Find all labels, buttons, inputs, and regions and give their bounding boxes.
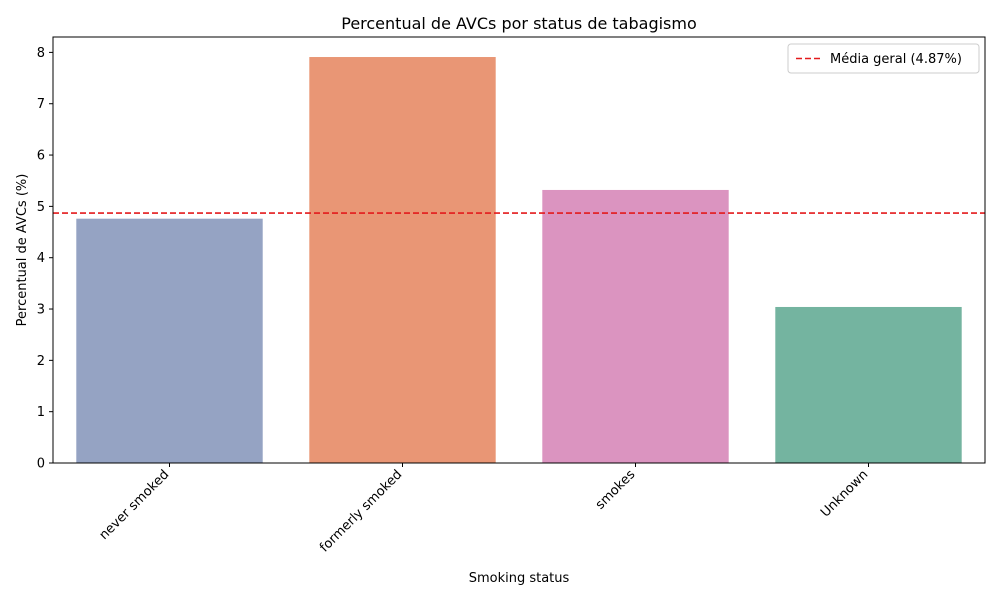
legend-label: Média geral (4.87%) bbox=[830, 52, 962, 67]
y-tick-label: 4 bbox=[37, 251, 45, 266]
plot-frame bbox=[52, 36, 986, 464]
y-tick-label: 3 bbox=[37, 303, 45, 318]
y-tick-label: 5 bbox=[37, 200, 45, 215]
legend: Média geral (4.87%) bbox=[787, 43, 980, 74]
y-tick-label: 7 bbox=[37, 97, 45, 112]
y-tick-label: 6 bbox=[37, 149, 45, 164]
x-tick-label: formerly smoked bbox=[317, 467, 405, 555]
x-tick-label: Unknown bbox=[818, 467, 871, 520]
x-axis-label: Smoking status bbox=[469, 571, 570, 586]
x-tick-label: smokes bbox=[593, 467, 639, 513]
y-axis-label: Percentual de AVCs (%) bbox=[15, 174, 30, 327]
y-tick-label: 2 bbox=[37, 354, 45, 369]
plot-area: 0 1 2 3 4 5 6 7 8 never smoked formerly smoked smok… bbox=[37, 36, 986, 555]
bar-smokes bbox=[542, 189, 729, 463]
y-tick-label: 8 bbox=[37, 46, 45, 61]
chart-title: Percentual de AVCs por status de tabagis… bbox=[341, 14, 697, 33]
y-tick-label: 1 bbox=[37, 405, 45, 420]
x-tick-label: never smoked bbox=[97, 467, 173, 543]
bar-never-smoked bbox=[76, 218, 263, 463]
bar-unknown bbox=[775, 306, 962, 463]
bar-formerly-smoked bbox=[309, 57, 496, 463]
y-tick-label: 0 bbox=[37, 457, 45, 472]
legend-box bbox=[787, 43, 980, 74]
